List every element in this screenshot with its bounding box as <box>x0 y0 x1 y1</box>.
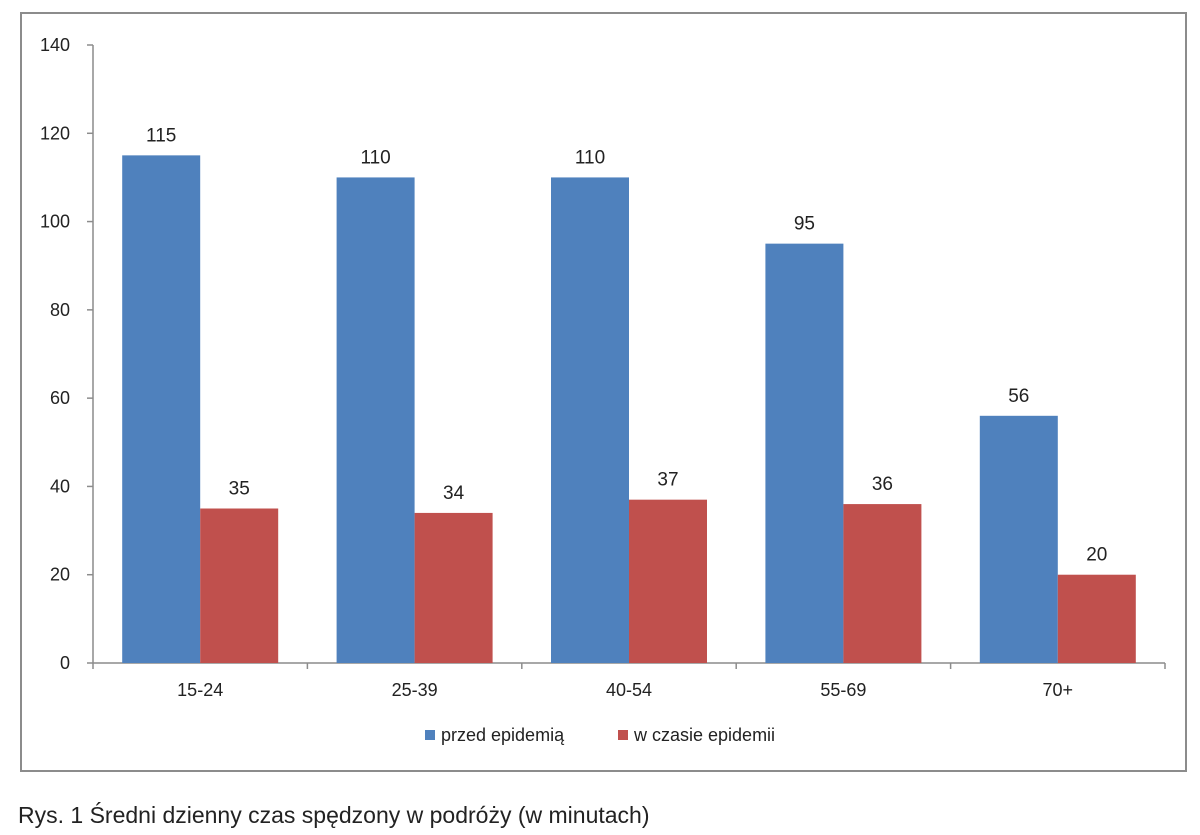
y-tick-label: 100 <box>40 212 70 232</box>
data-label: 36 <box>872 474 893 495</box>
bar-before-epidemic <box>122 155 201 663</box>
bar-before-epidemic <box>551 177 629 663</box>
data-label: 115 <box>146 125 176 146</box>
bar-before-epidemic <box>765 243 844 663</box>
y-tick-label: 0 <box>60 653 70 673</box>
x-tick-label: 70+ <box>1043 680 1074 700</box>
legend-label: przed epidemią <box>441 725 565 745</box>
bar-during-epidemic <box>843 504 922 663</box>
bar-during-epidemic <box>414 512 493 663</box>
data-label: 110 <box>360 147 390 168</box>
y-tick-label: 60 <box>50 388 70 408</box>
y-tick-label: 140 <box>40 35 70 55</box>
data-label: 20 <box>1086 545 1107 566</box>
legend-swatch <box>618 730 628 740</box>
legend: przed epidemią w czasie epidemii <box>425 725 775 745</box>
data-labels: 115 35 110 34 110 37 95 36 56 20 <box>146 125 1107 565</box>
x-tick-label: 25-39 <box>392 680 438 700</box>
legend-label: w czasie epidemii <box>633 725 775 745</box>
data-label: 56 <box>1008 386 1029 407</box>
x-tick-label: 40-54 <box>606 680 652 700</box>
x-axis: 15-24 25-39 40-54 55-69 70+ <box>92 662 1166 700</box>
data-label: 37 <box>657 470 678 491</box>
data-label: 95 <box>794 214 815 235</box>
y-tick-label: 20 <box>50 565 70 585</box>
legend-swatch <box>425 730 435 740</box>
bar-during-epidemic <box>1057 574 1136 663</box>
figure-caption: Rys. 1 Średni dzienny czas spędzony w po… <box>18 802 650 828</box>
y-tick-label: 40 <box>50 476 70 496</box>
data-label: 34 <box>443 483 465 504</box>
data-label: 110 <box>575 147 605 168</box>
data-label: 35 <box>229 479 250 500</box>
bar-during-epidemic <box>200 508 279 663</box>
bar-before-epidemic <box>336 177 415 663</box>
y-tick-label: 80 <box>50 300 70 320</box>
x-tick-label: 15-24 <box>177 680 223 700</box>
bars <box>122 155 1136 663</box>
bar-before-epidemic <box>979 415 1058 663</box>
y-axis: 0 20 40 60 80 100 120 140 <box>40 35 94 673</box>
bar-during-epidemic <box>629 499 707 663</box>
x-tick-label: 55-69 <box>820 680 866 700</box>
y-tick-label: 120 <box>40 123 70 143</box>
